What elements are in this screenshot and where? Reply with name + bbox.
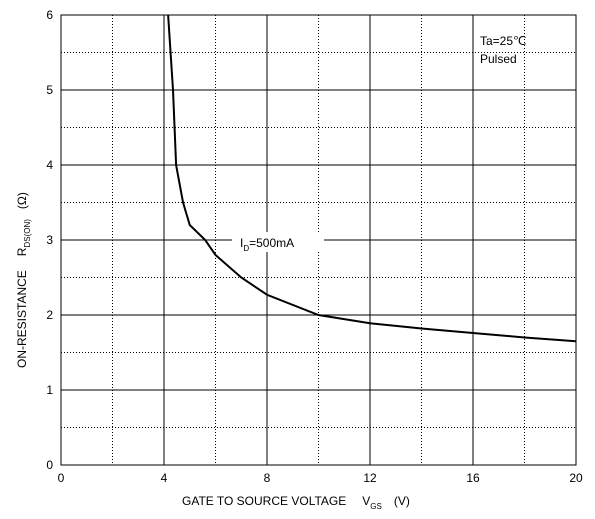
y-tick-label: 1 bbox=[46, 383, 53, 397]
y-tick-label: 4 bbox=[46, 158, 53, 172]
y-tick-label: 5 bbox=[46, 83, 53, 97]
x-tick-label: 12 bbox=[363, 471, 377, 485]
y-label-symbol: R bbox=[15, 247, 29, 256]
x-tick-label: 8 bbox=[264, 471, 271, 485]
x-tick-label: 0 bbox=[58, 471, 65, 485]
x-label-symbol: V bbox=[362, 494, 370, 508]
x-label-text: GATE TO SOURCE VOLTAGE bbox=[182, 494, 346, 508]
label-background bbox=[232, 232, 324, 252]
y-label-unit: (Ω) bbox=[15, 192, 29, 209]
curve-label: ID=500mA bbox=[240, 236, 294, 253]
curve bbox=[167, 14, 577, 343]
x-tick-label: 20 bbox=[569, 471, 583, 485]
y-axis-label: ON-RESISTANCE RDS(ON) (Ω) bbox=[15, 192, 32, 368]
y-label-sub: DS(ON) bbox=[23, 219, 32, 248]
x-label-sub: GS bbox=[370, 502, 382, 511]
condition: Pulsed bbox=[480, 52, 517, 66]
y-label-text: ON-RESISTANCE bbox=[15, 270, 29, 368]
x-tick-label: 16 bbox=[466, 471, 480, 485]
curve-label-symbol: I bbox=[240, 236, 243, 250]
condition: Ta=25℃ bbox=[480, 34, 527, 48]
curve-label-sub: D bbox=[243, 244, 249, 253]
x-label-unit: (V) bbox=[394, 494, 410, 508]
x-axis-label: GATE TO SOURCE VOLTAGE VGS (V) bbox=[182, 494, 410, 511]
y-tick-label: 2 bbox=[46, 308, 53, 322]
x-tick-label: 4 bbox=[161, 471, 168, 485]
y-tick-label: 0 bbox=[46, 458, 53, 472]
curve-label-text: =500mA bbox=[249, 236, 294, 250]
y-tick-label: 3 bbox=[46, 233, 53, 247]
plot-frame bbox=[60, 14, 577, 466]
y-tick-label: 6 bbox=[46, 8, 53, 22]
